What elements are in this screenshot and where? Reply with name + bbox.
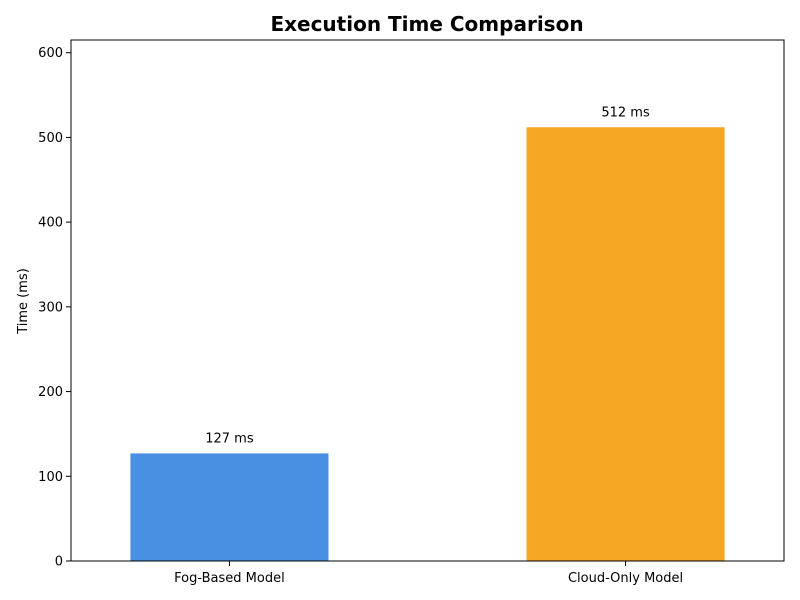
y-tick-label: 500	[38, 131, 63, 146]
bar-cloud-only-model	[526, 127, 725, 562]
data-label: 512 ms	[601, 105, 650, 120]
y-tick-label: 400	[38, 216, 63, 231]
y-ticks-layer: 0 100 200 300 400 500 600	[38, 46, 71, 570]
y-axis-label: Time (ms)	[16, 268, 31, 335]
bar-fog-based-model	[130, 453, 329, 561]
y-tick-label: 0	[55, 555, 63, 570]
y-tick-label: 100	[38, 470, 63, 485]
data-label: 127 ms	[205, 431, 254, 446]
y-tick-label: 600	[38, 46, 63, 61]
chart-title: Execution Time Comparison	[270, 12, 583, 36]
x-ticks-layer: Fog-Based Model Cloud-Only Model	[174, 561, 683, 586]
data-labels-layer: 127 ms 512 ms	[205, 105, 650, 446]
bars-layer	[130, 127, 725, 562]
x-tick-label: Fog-Based Model	[174, 571, 285, 586]
plot-frame	[70, 39, 785, 562]
x-tick-label: Cloud-Only Model	[568, 571, 683, 586]
y-tick-label: 200	[38, 385, 63, 400]
y-tick-label: 300	[38, 300, 63, 315]
